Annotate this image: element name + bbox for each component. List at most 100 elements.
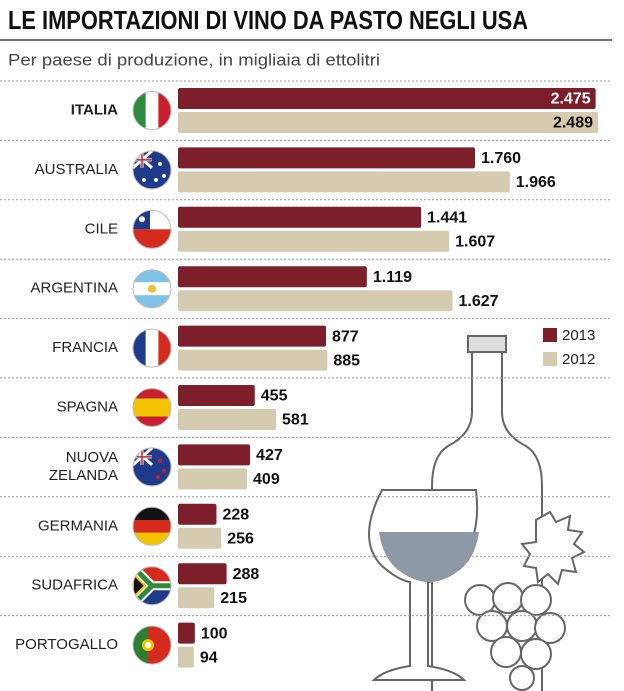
value-label: 581 (282, 412, 309, 429)
flag-clip (133, 150, 171, 189)
legend-label: 2012 (562, 351, 595, 368)
value-label: 1.627 (459, 293, 499, 310)
flag-clip (133, 210, 171, 249)
bar (178, 622, 195, 644)
flag (132, 328, 172, 368)
chart-title: LE IMPORTAZIONI DI VINO DA PASTO NEGLI U… (8, 5, 528, 35)
bar (178, 147, 475, 169)
bar (178, 563, 227, 585)
flag-part (156, 474, 160, 479)
flag-part (133, 532, 171, 546)
flag-part (148, 284, 156, 293)
flag-clip (133, 566, 171, 605)
flag-ring (132, 506, 172, 546)
bar (178, 112, 598, 133)
bar (178, 171, 510, 193)
flag (132, 150, 172, 190)
bar (178, 468, 248, 490)
flag-clip (133, 626, 171, 665)
flag-part (133, 398, 171, 417)
flag-ring (132, 447, 172, 487)
flag-ring (132, 625, 172, 665)
value-label: 1.760 (481, 150, 521, 167)
flag (132, 447, 172, 487)
value-label: 455 (261, 388, 288, 405)
bar (178, 230, 450, 252)
chart-subtitle: Per paese di produzione, in migliaia di … (8, 50, 380, 69)
category-label: SPAGNA (57, 398, 118, 415)
legend-label: 2013 (562, 327, 595, 344)
value-label: 2.475 (551, 91, 591, 108)
category-label: FRANCIA (52, 339, 118, 356)
wine-illustration (368, 335, 586, 691)
flag-ring (132, 91, 172, 130)
flag-ring (132, 566, 172, 606)
bar (178, 409, 277, 430)
flag-part (133, 507, 171, 521)
flag-part (154, 177, 158, 182)
value-label: 1.119 (373, 269, 412, 286)
flag-clip (133, 507, 171, 546)
flag-part (133, 566, 171, 605)
category-label: GERMANIA (38, 517, 118, 534)
bar (178, 266, 367, 288)
flag-ring (132, 150, 172, 190)
bar (178, 290, 453, 312)
bar (178, 587, 215, 609)
flag-clip (133, 388, 171, 427)
flag-ring (132, 388, 172, 427)
flag-ring (132, 328, 172, 368)
value-label: 228 (222, 507, 249, 524)
flag-part (133, 520, 171, 533)
value-label: 94 (200, 649, 218, 666)
category-label: ITALIA (71, 101, 118, 118)
flag (132, 388, 172, 427)
flag-part (133, 626, 148, 665)
flag-part (133, 229, 171, 249)
bar (178, 503, 217, 525)
category-label: NUOVA ZELANDA (49, 449, 118, 484)
flag-part (139, 216, 145, 223)
category-label: PORTOGALLO (15, 636, 118, 653)
category-label: SUDAFRICA (31, 577, 118, 594)
flag-part (133, 91, 146, 130)
value-label: 1.441 (427, 210, 467, 227)
flag (132, 625, 172, 665)
category-label: ARGENTINA (30, 280, 118, 297)
flag-part (142, 177, 146, 182)
flag-part (133, 571, 147, 601)
value-label: 1.966 (516, 174, 556, 191)
category-label: CILE (85, 220, 118, 237)
flag-part (158, 458, 162, 463)
flag (132, 209, 172, 249)
flag-part (158, 161, 162, 166)
flag-ring (132, 269, 172, 309)
flag (132, 506, 172, 546)
value-label: 1.607 (455, 234, 495, 251)
flag (132, 566, 172, 606)
legend-swatch (543, 352, 557, 366)
value-label: 215 (220, 590, 247, 607)
flag-part (158, 91, 171, 130)
flag-part (133, 329, 146, 368)
flag-part (162, 173, 166, 178)
value-label: 256 (227, 531, 254, 548)
bar (178, 88, 596, 109)
flag-part (162, 468, 166, 473)
flag-clip (133, 329, 171, 368)
flag-part (145, 329, 159, 368)
flag-ring (132, 209, 172, 249)
flag (132, 91, 172, 130)
bar (178, 325, 326, 347)
bar (178, 206, 422, 228)
value-label: 877 (332, 328, 359, 345)
value-label: 2.489 (553, 115, 593, 132)
flag-part (145, 642, 151, 649)
bar (178, 349, 328, 371)
category-label: AUSTRALIA (35, 161, 118, 178)
bar (178, 444, 251, 466)
value-label: 288 (233, 566, 260, 583)
flag (132, 269, 172, 309)
flag-clip (133, 269, 171, 308)
